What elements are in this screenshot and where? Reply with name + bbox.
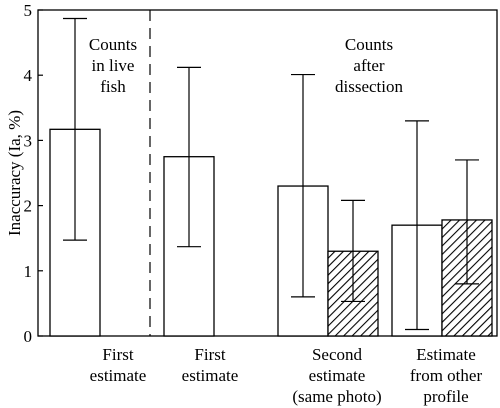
x-category-label: Second: [312, 345, 363, 364]
x-category-label: First: [102, 345, 133, 364]
x-category-label: estimate: [182, 366, 239, 385]
x-category-label: (same photo): [292, 387, 381, 406]
annotation-text: dissection: [335, 77, 403, 96]
y-tick-label: 2: [24, 197, 33, 216]
x-category-label: estimate: [309, 366, 366, 385]
x-category-label: estimate: [90, 366, 147, 385]
x-category-label: First: [194, 345, 225, 364]
y-tick-label: 1: [24, 262, 33, 281]
annotation-text: fish: [100, 77, 126, 96]
annotation-text: Counts: [89, 35, 137, 54]
y-tick-label: 3: [24, 131, 33, 150]
plot-frame: [37, 9, 498, 337]
x-category-label: Estimate: [416, 345, 475, 364]
y-tick-label: 0: [24, 327, 33, 346]
annotation-text: after: [353, 56, 384, 75]
x-category-label: from other: [410, 366, 483, 385]
annotation-text: Counts: [345, 35, 393, 54]
y-axis-label: Inaccuracy (Ia, %): [5, 110, 24, 236]
x-category-label: profile: [423, 387, 468, 406]
y-tick-label: 5: [24, 1, 33, 20]
annotation-text: in live: [92, 56, 135, 75]
y-tick-label: 4: [24, 66, 33, 85]
